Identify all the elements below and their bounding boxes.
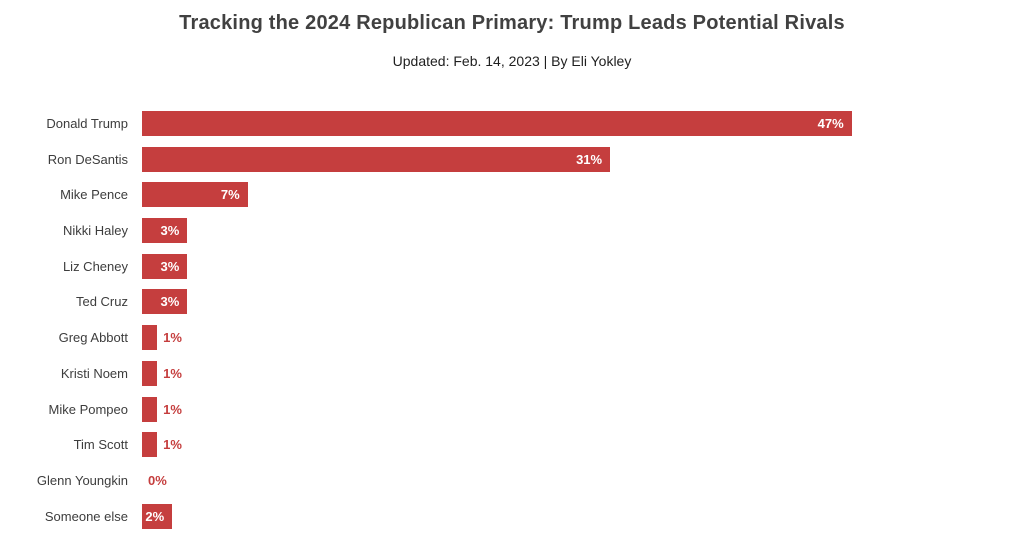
bar: 3% — [142, 253, 188, 279]
category-label: Glenn Youngkin — [36, 472, 128, 488]
category-label: Liz Cheney — [62, 258, 128, 274]
value-label: 1% — [163, 365, 182, 381]
bar-area: 3% — [142, 218, 1024, 244]
bar: 47% — [142, 111, 852, 136]
bar — [142, 325, 158, 351]
chart-row: Tim Scott 1% — [0, 432, 1024, 458]
value-label: 2% — [145, 508, 165, 524]
bar-area: 47% — [142, 111, 1024, 136]
chart-row: Glenn Youngkin 0% — [0, 468, 1024, 493]
category-label: Greg Abbott — [58, 330, 128, 346]
bar: 2% — [142, 503, 173, 529]
category-label: Nikki Haley — [62, 223, 128, 239]
chart-row: Ron DeSantis 31% — [0, 146, 1024, 172]
bar: 3% — [142, 218, 188, 244]
bar — [142, 396, 158, 422]
category-label: Donald Trump — [46, 116, 128, 131]
bar: 31% — [142, 146, 611, 172]
bar-area: 1% — [142, 432, 1024, 458]
category-label: Ted Cruz — [75, 294, 128, 310]
category-label: Kristi Noem — [60, 365, 128, 381]
bar: 3% — [142, 289, 188, 315]
chart-row: Liz Cheney 3% — [0, 253, 1024, 279]
chart-row: Donald Trump 47% — [0, 111, 1024, 136]
chart-row: Someone else 2% — [0, 503, 1024, 529]
chart-row: Nikki Haley 3% — [0, 218, 1024, 244]
value-label: 1% — [163, 437, 182, 453]
value-label: 31% — [576, 151, 603, 167]
bar-chart: Donald Trump 47% Ron DeSantis 31% Mike Pence… — [0, 111, 1024, 529]
category-label: Someone else — [44, 508, 128, 524]
bar-area: 3% — [142, 289, 1024, 315]
bar-area: 1% — [142, 325, 1024, 351]
chart-row: Greg Abbott 1% — [0, 325, 1024, 351]
chart-title: Tracking the 2024 Republican Primary: Tr… — [179, 12, 845, 34]
bar — [142, 360, 158, 386]
chart-row: Mike Pompeo 1% — [0, 396, 1024, 422]
category-label: Ron DeSantis — [47, 151, 128, 167]
chart-row: Kristi Noem 1% — [0, 360, 1024, 386]
value-label: 3% — [160, 294, 180, 310]
chart-subtitle: Updated: Feb. 14, 2023 | By Eli Yokley — [392, 53, 632, 69]
bar-area: 31% — [142, 146, 1024, 172]
bar-area: 3% — [142, 253, 1024, 279]
category-label: Tim Scott — [73, 437, 128, 453]
bar-area: 2% — [142, 503, 1024, 529]
category-label: Mike Pence — [60, 187, 128, 203]
value-label: 0% — [148, 472, 167, 488]
bar: 7% — [142, 182, 248, 208]
bar-area: 1% — [142, 360, 1024, 386]
chart-row: Ted Cruz 3% — [0, 289, 1024, 315]
chart-row: Mike Pence 7% — [0, 182, 1024, 208]
value-label: 3% — [160, 223, 180, 239]
bar-area: 7% — [142, 182, 1024, 208]
value-label: 47% — [817, 116, 844, 131]
value-label: 1% — [163, 330, 182, 346]
bar — [142, 432, 158, 458]
bar-area: 0% — [142, 468, 1024, 493]
value-label: 1% — [163, 401, 182, 417]
value-label: 3% — [160, 258, 180, 274]
category-label: Mike Pompeo — [48, 401, 128, 417]
bar-area: 1% — [142, 396, 1024, 422]
value-label: 7% — [220, 187, 240, 203]
